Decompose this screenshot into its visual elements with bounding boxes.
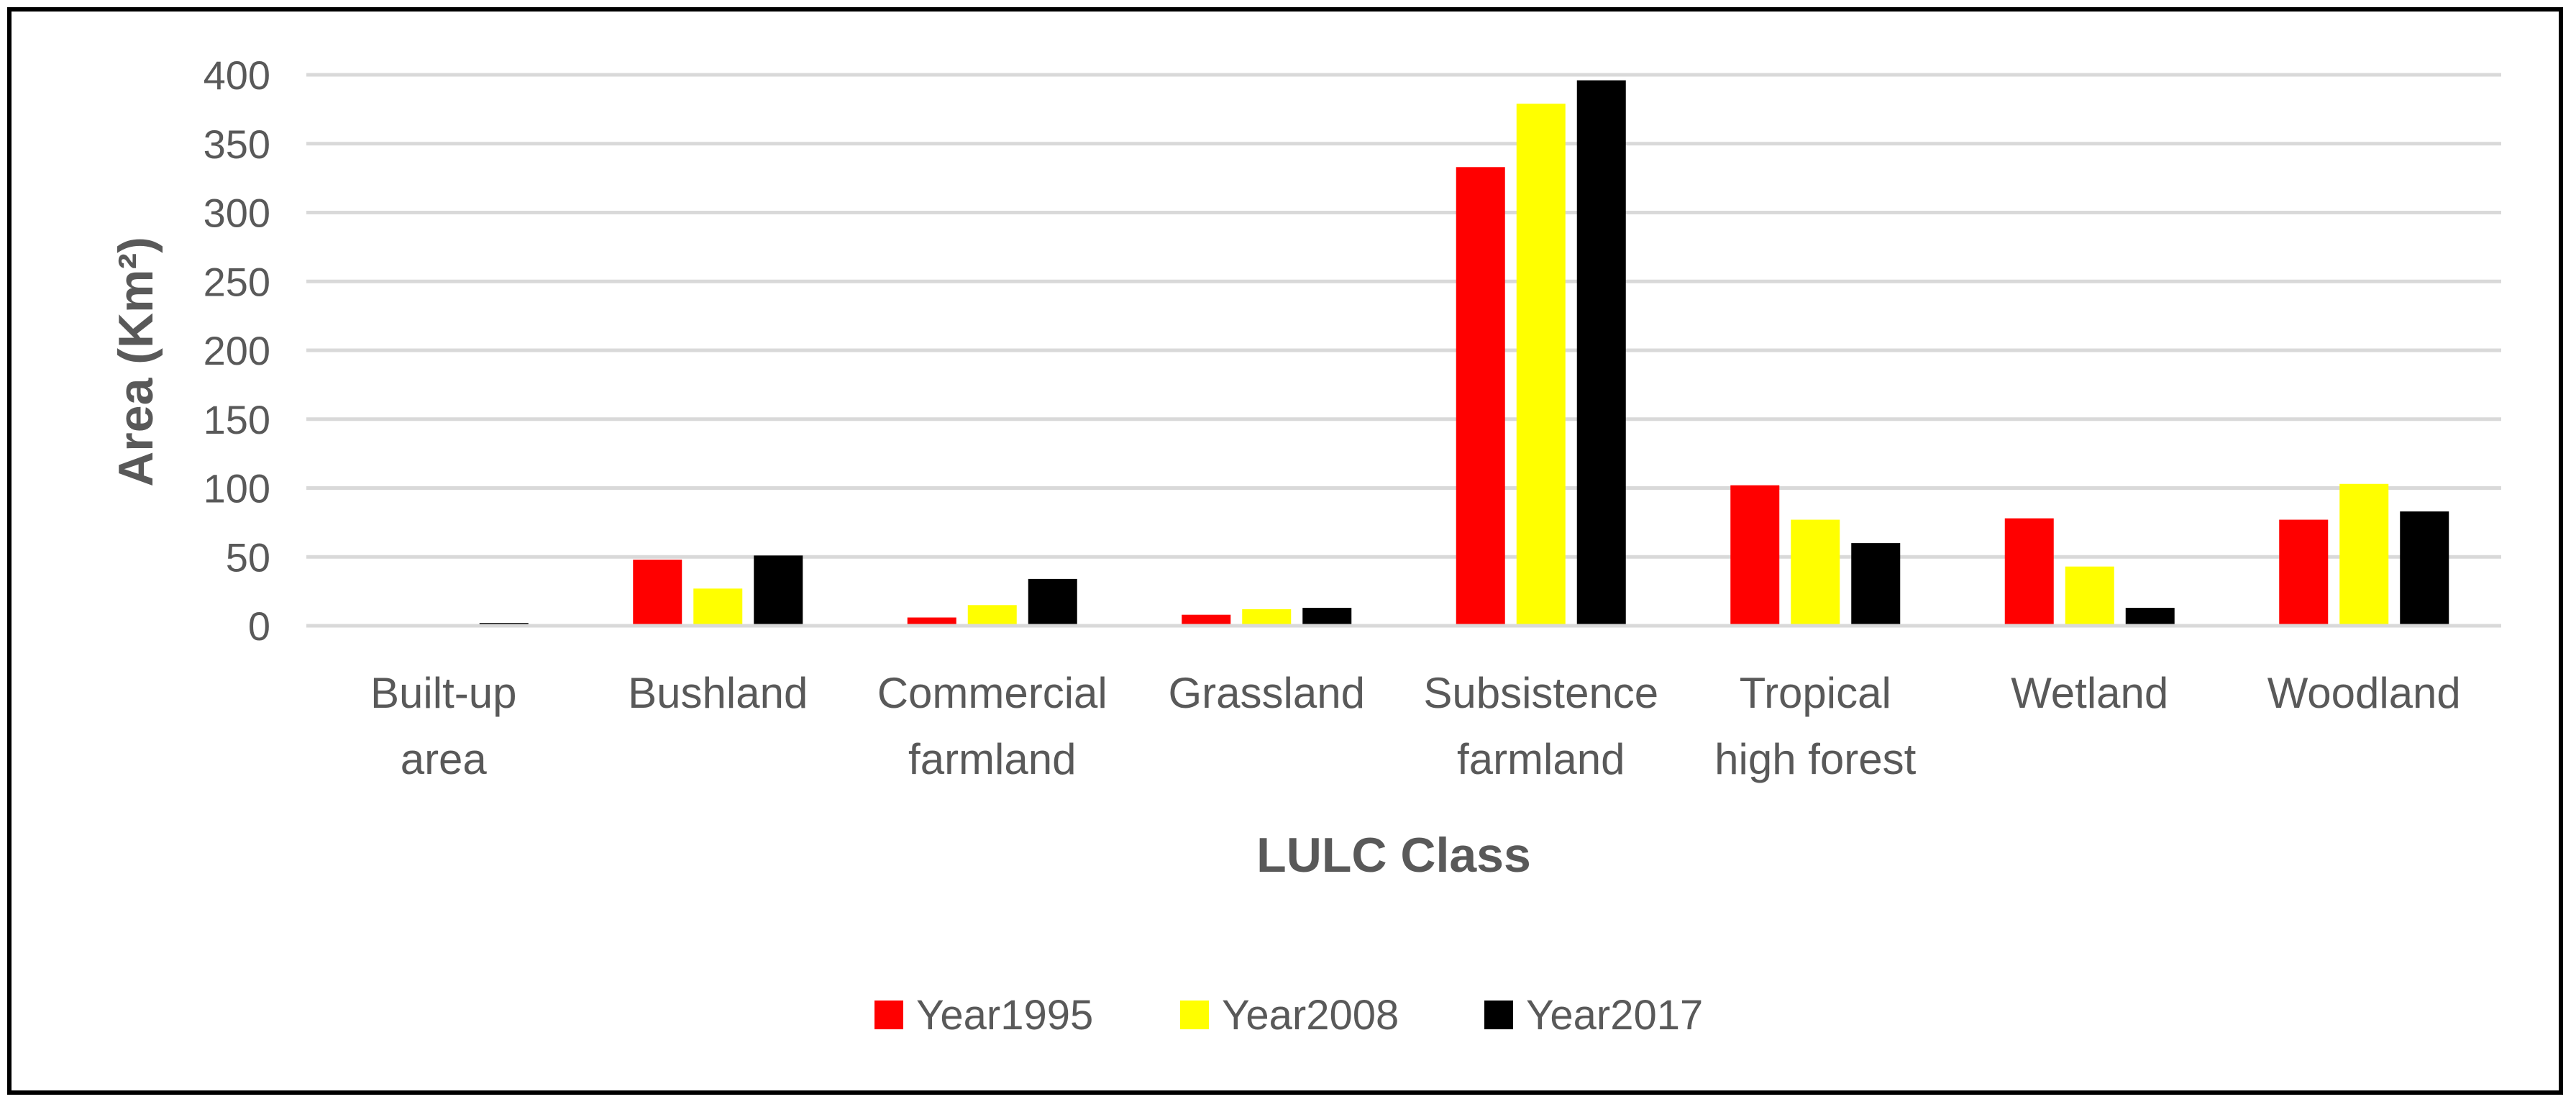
x-category-label: Woodland: [2267, 669, 2461, 717]
bar-year2008-commercial-farmland: [967, 605, 1017, 626]
y-tick-label: 200: [204, 328, 270, 373]
bar-year2008-grassland: [1242, 609, 1292, 626]
x-category-label: area: [401, 735, 488, 783]
y-tick-label: 50: [226, 534, 270, 580]
bar-year2008-wetland: [2065, 566, 2114, 626]
y-axis-title: Area (Km²): [109, 237, 163, 487]
bar-chart: 0 50 100 150 200 250 300 350 400 Built-up area Bus…: [109, 53, 2501, 1039]
y-tick-label: 0: [248, 603, 270, 649]
legend: Year1995 Year2008 Year2017: [874, 992, 1703, 1039]
x-category-label: Wetland: [2011, 669, 2168, 717]
legend-swatch-year1995: [874, 1001, 903, 1029]
y-tick-label: 400: [204, 53, 270, 98]
y-tick-labels: 0 50 100 150 200 250 300 350 400: [204, 53, 270, 649]
bar-year2008-tropical-high-forest: [1791, 519, 1840, 626]
bar-year2017-subsistence-farmland: [1576, 80, 1626, 626]
bar-year1995-tropical-high-forest: [1730, 485, 1780, 626]
x-category-labels: Built-up area Bushland Commercial farmland Gr…: [370, 669, 2461, 783]
bars: [358, 80, 2449, 626]
bar-year1995-woodland: [2279, 519, 2329, 626]
bar-year2008-subsistence-farmland: [1516, 104, 1566, 626]
x-category-label: farmland: [1457, 735, 1625, 783]
y-tick-label: 250: [204, 259, 270, 304]
bar-year1995-grassland: [1182, 614, 1231, 626]
legend-swatch-year2017: [1484, 1001, 1513, 1029]
bar-year2017-bushland: [754, 555, 803, 626]
y-tick-label: 100: [204, 466, 270, 511]
chart-frame: 0 50 100 150 200 250 300 350 400 Built-up area Bus…: [7, 7, 2563, 1095]
legend-swatch-year2008: [1180, 1001, 1209, 1029]
bar-year2008-bushland: [693, 588, 743, 626]
bar-year2017-commercial-farmland: [1028, 578, 1077, 626]
bar-year1995-wetland: [2004, 518, 2054, 626]
x-category-label: Tropical: [1740, 669, 1891, 717]
bar-year2008-woodland: [2339, 483, 2389, 626]
bar-year2017-wetland: [2125, 608, 2175, 626]
y-tick-label: 300: [204, 191, 270, 236]
x-category-label: Built-up: [370, 669, 516, 717]
y-tick-label: 350: [204, 122, 270, 167]
bar-year2017-grassland: [1302, 608, 1352, 626]
gridlines: [306, 73, 2501, 559]
x-category-label: Bushland: [628, 669, 808, 717]
bar-year2017-tropical-high-forest: [1851, 543, 1901, 626]
x-category-label: Grassland: [1169, 669, 1365, 717]
bar-year1995-bushland: [633, 560, 682, 626]
bar-year2017-woodland: [2400, 511, 2449, 626]
x-category-label: Commercial: [877, 669, 1107, 717]
bar-year1995-subsistence-farmland: [1456, 167, 1505, 626]
bar-year1995-commercial-farmland: [907, 617, 956, 626]
legend-label-year1995: Year1995: [916, 992, 1093, 1039]
x-axis-title: LULC Class: [1256, 828, 1531, 883]
legend-label-year2008: Year2008: [1222, 992, 1399, 1039]
y-tick-label: 150: [204, 397, 270, 442]
x-category-label: Subsistence: [1423, 669, 1658, 717]
x-category-label: farmland: [908, 735, 1076, 783]
x-category-label: high forest: [1714, 735, 1916, 783]
legend-label-year2017: Year2017: [1526, 992, 1703, 1039]
